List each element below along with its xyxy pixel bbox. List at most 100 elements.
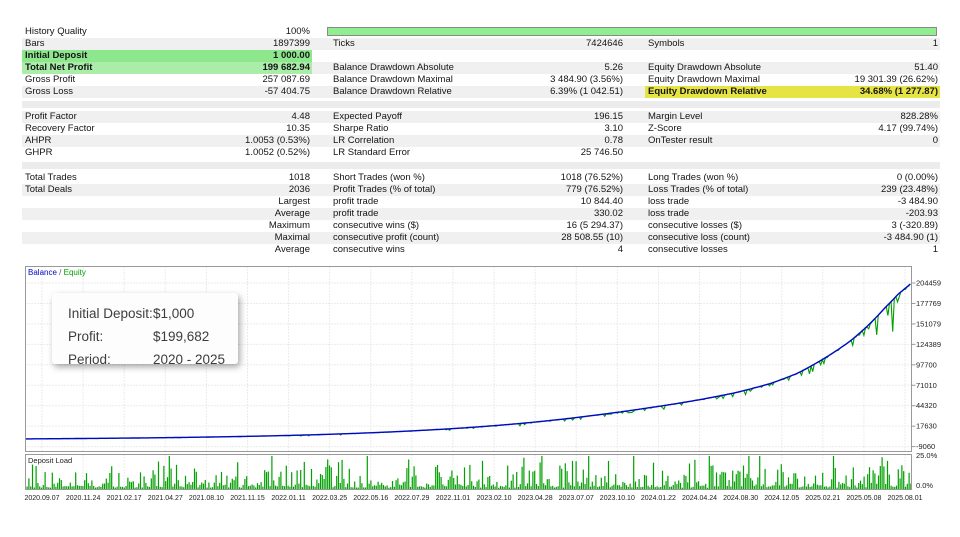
chart-shape bbox=[204, 479, 206, 489]
chart-shape bbox=[730, 486, 732, 489]
chart-shape bbox=[373, 485, 376, 489]
stat-cell-group: Initial Deposit 1 000.00 bbox=[22, 50, 312, 62]
chart-shape bbox=[211, 487, 214, 489]
chart-shape bbox=[33, 487, 35, 489]
stat-cell-group: Recovery Factor 10.35 bbox=[22, 123, 312, 135]
stat-value: 0 bbox=[932, 135, 938, 146]
chart-shape bbox=[555, 486, 557, 489]
chart-shape bbox=[872, 470, 874, 489]
chart-shape bbox=[829, 486, 831, 489]
chart-shape bbox=[782, 472, 784, 489]
chart-shape bbox=[505, 485, 507, 489]
chart-shape bbox=[634, 481, 637, 489]
stat-value: 25 746.50 bbox=[580, 147, 623, 158]
chart-shape bbox=[147, 486, 149, 489]
stat-label: consecutive losses bbox=[648, 244, 728, 255]
stat-value: 100% bbox=[285, 26, 310, 37]
chart-shape bbox=[694, 459, 696, 489]
stat-value: Average bbox=[274, 208, 310, 219]
chart-shape bbox=[321, 475, 323, 489]
chart-shape bbox=[507, 465, 509, 489]
chart-shape bbox=[391, 480, 394, 489]
chart-shape bbox=[699, 486, 701, 489]
chart-shape bbox=[413, 466, 415, 489]
chart-shape bbox=[251, 484, 253, 489]
chart-shape bbox=[512, 474, 514, 489]
stat-label: Gross Loss bbox=[25, 86, 74, 97]
chart-shape bbox=[67, 486, 70, 489]
chart-shape bbox=[703, 485, 705, 489]
stat-cell-group: Total Trades 1018 bbox=[22, 172, 312, 184]
chart-shape bbox=[233, 480, 235, 489]
stats-table: History Quality 100% Bars 1897399 Ticks 74246… bbox=[0, 26, 960, 256]
stat-value: 3.10 bbox=[604, 123, 624, 134]
chart-shape bbox=[636, 487, 638, 489]
stat-row: Initial Deposit 1 000.00 bbox=[22, 50, 940, 62]
chart-shape bbox=[143, 476, 145, 489]
chart-shape bbox=[120, 486, 122, 489]
stat-value: 10.35 bbox=[286, 123, 310, 134]
stat-cell-group: Balance Drawdown Absolute 5.26 bbox=[330, 62, 625, 74]
chart-shape bbox=[170, 468, 172, 489]
chart-shape bbox=[530, 486, 532, 489]
chart-shape bbox=[906, 483, 908, 489]
chart-shape bbox=[501, 486, 503, 489]
chart-shape bbox=[679, 482, 682, 489]
chart-shape bbox=[93, 485, 95, 489]
chart-shape bbox=[256, 483, 259, 489]
chart-shape bbox=[559, 465, 561, 489]
chart-shape bbox=[309, 486, 311, 489]
stat-label: profit trade bbox=[333, 208, 379, 219]
chart-shape bbox=[435, 466, 437, 489]
chart-shape bbox=[361, 483, 363, 489]
chart-shape bbox=[314, 486, 316, 489]
stat-value: 4.17 (99.74%) bbox=[878, 123, 938, 134]
chart-shape bbox=[339, 482, 341, 489]
chart-shape bbox=[42, 485, 44, 489]
chart-shape bbox=[571, 460, 574, 489]
chart-shape bbox=[292, 486, 295, 489]
chart-shape bbox=[98, 486, 100, 489]
stat-value: -203.93 bbox=[905, 208, 938, 219]
chart-shape bbox=[75, 472, 77, 489]
stat-cell-group: Sharpe Ratio 3.10 bbox=[330, 123, 625, 135]
chart-shape bbox=[834, 468, 836, 489]
chart-shape bbox=[271, 456, 273, 489]
chart-shape bbox=[58, 478, 61, 489]
chart-shape bbox=[809, 487, 811, 489]
chart-shape bbox=[109, 472, 111, 489]
chart-shape bbox=[364, 487, 367, 489]
axis-tick-label: 2021.11.15 bbox=[230, 495, 265, 502]
chart-shape bbox=[397, 478, 399, 489]
chart-shape bbox=[226, 475, 228, 489]
chart-shape bbox=[451, 470, 453, 489]
chart-shape bbox=[409, 486, 412, 489]
chart-shape bbox=[390, 487, 392, 489]
stat-label: History Quality bbox=[25, 26, 87, 37]
chart-shape bbox=[647, 485, 649, 489]
stat-label: Sharpe Ratio bbox=[333, 123, 389, 134]
chart-shape bbox=[352, 487, 354, 489]
chart-shape bbox=[341, 459, 343, 489]
chart-shape bbox=[483, 484, 485, 489]
stat-cell-group: Maximal bbox=[22, 232, 312, 244]
chart-shape bbox=[908, 472, 910, 489]
stat-label bbox=[22, 232, 275, 244]
axis-tick-label: 2023.04.28 bbox=[518, 495, 553, 502]
chart-shape bbox=[163, 465, 165, 489]
chart-shape bbox=[40, 487, 43, 489]
stat-cell-group: LR Standard Error 25 746.50 bbox=[330, 147, 625, 159]
chart-shape bbox=[865, 487, 867, 489]
axis-tick-label: 124389 bbox=[916, 340, 941, 349]
chart-shape bbox=[291, 472, 293, 489]
stat-cell-group: consecutive profit (count) 28 508.55 (10) bbox=[330, 232, 625, 244]
chart-shape bbox=[737, 470, 739, 489]
chart-shape bbox=[71, 486, 73, 489]
chart-shape bbox=[474, 487, 476, 489]
stat-label: Bars bbox=[25, 38, 45, 49]
chart-shape bbox=[84, 480, 86, 489]
chart-shape bbox=[244, 478, 246, 489]
axis-tick-label: 2022.07.29 bbox=[394, 495, 429, 502]
chart-shape bbox=[883, 466, 885, 489]
